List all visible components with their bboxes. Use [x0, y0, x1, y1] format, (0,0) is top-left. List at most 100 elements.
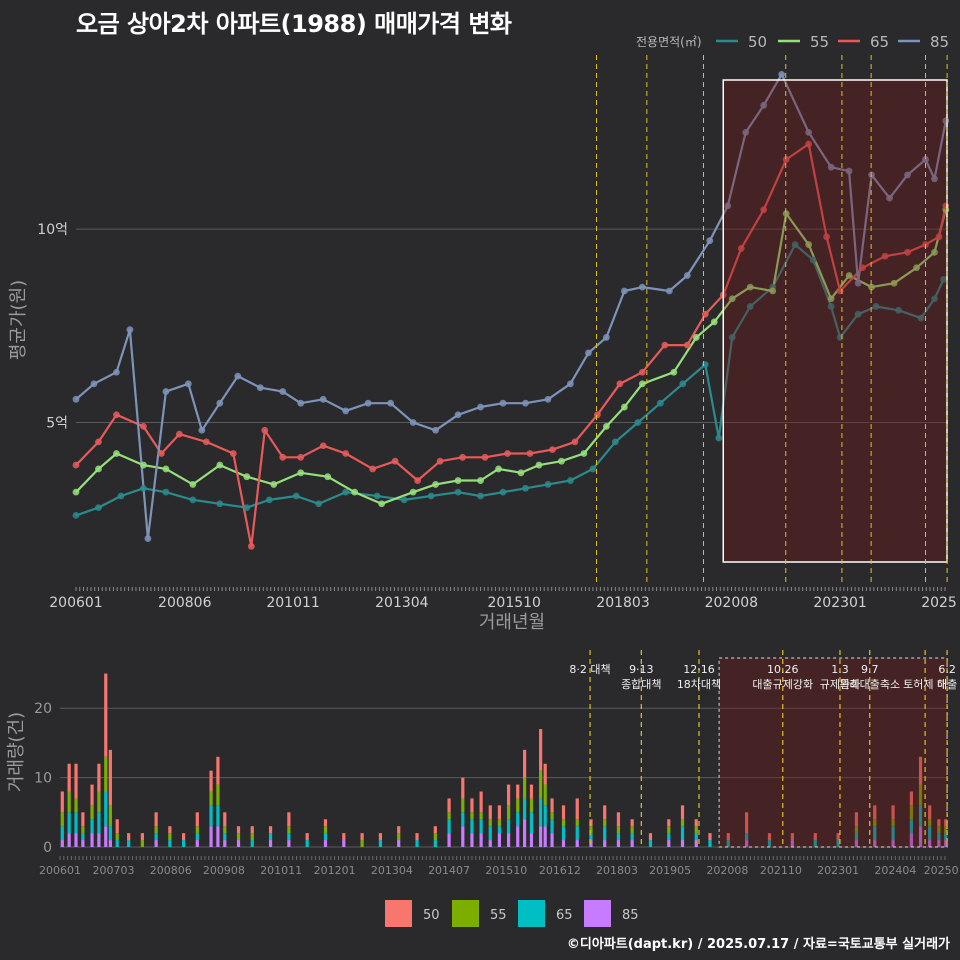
- volume-bar-65: [470, 819, 474, 834]
- series-point-50: [634, 419, 642, 426]
- volume-bar-85: [561, 840, 566, 847]
- volume-bar-65: [104, 791, 108, 827]
- policy-label: 1.3: [831, 663, 849, 676]
- volume-bar-55: [550, 812, 554, 820]
- bar-legend-key-85: [584, 900, 611, 927]
- series-point-55: [931, 248, 938, 256]
- series-point-85: [886, 194, 893, 202]
- bar-legend-label-50: 50: [423, 908, 440, 923]
- series-point-55: [710, 318, 718, 326]
- volume-bar-85: [744, 840, 749, 847]
- bar-legend-key-65: [518, 900, 545, 927]
- volume-bar-50: [181, 833, 186, 841]
- series-point-55: [638, 380, 646, 388]
- series-point-85: [90, 380, 98, 388]
- policy-label: 10.26: [767, 663, 799, 676]
- policy-label: 종합대책: [621, 678, 661, 691]
- volume-bar-50: [909, 791, 913, 806]
- volume-bar-85: [516, 826, 520, 847]
- series-point-65: [526, 450, 534, 457]
- series-point-55: [297, 469, 305, 477]
- volume-bar-65: [550, 819, 554, 834]
- series-point-65: [737, 245, 745, 252]
- volume-bar-50: [154, 812, 158, 827]
- series-line-55: [75, 209, 947, 505]
- volume-bar-55: [680, 819, 685, 827]
- series-point-65: [571, 438, 579, 446]
- price-y-tick-label: 10억: [37, 222, 68, 238]
- series-point-65: [594, 411, 601, 419]
- series-line-85: [75, 73, 947, 540]
- volume-bar-85: [81, 840, 85, 847]
- volume-bar-50: [461, 777, 465, 799]
- series-point-85: [620, 287, 628, 295]
- bar-legend-key-55: [452, 900, 479, 927]
- volume-bar-85: [108, 840, 112, 847]
- series-point-55: [189, 481, 197, 488]
- volume-y-tick-label: 0: [43, 840, 52, 856]
- series-point-85: [904, 171, 911, 179]
- series-point-85: [342, 407, 350, 415]
- volume-bar-85: [488, 840, 492, 847]
- volume-bar-50: [767, 833, 772, 841]
- policy-label: 9.7: [861, 663, 879, 676]
- volume-bar-65: [561, 826, 566, 841]
- series-point-50: [931, 295, 938, 303]
- volume-x-tick-label: 201304: [371, 864, 413, 877]
- credit-text: ©디아파트(dapt.kr) / 2025.07.17 / 자료=국토교통부 실…: [566, 937, 950, 952]
- volume-bar-85: [479, 833, 483, 847]
- volume-bar-55: [630, 826, 634, 834]
- volume-bar-55: [479, 812, 483, 820]
- series-point-65: [782, 156, 790, 163]
- volume-x-tick-label: 202404: [874, 864, 916, 877]
- volume-bar-55: [195, 826, 199, 834]
- volume-bar-85: [236, 840, 241, 847]
- series-point-85: [827, 163, 835, 171]
- series-point-55: [890, 279, 898, 287]
- volume-bar-50: [648, 833, 653, 841]
- series-point-55: [782, 210, 790, 218]
- series-point-55: [535, 461, 543, 469]
- volume-x-tick-label: 201803: [596, 864, 638, 877]
- volume-bar-50: [115, 819, 119, 834]
- volume-bar-65: [928, 826, 932, 841]
- legends: 전용면적(㎡) 50 55 65 85 50 55 65 85: [385, 33, 949, 927]
- volume-bar-65: [209, 805, 213, 827]
- volume-bar-85: [529, 833, 534, 847]
- axes: 5억 10억 200601 200806 201011 201304 201510 20180…: [6, 222, 959, 877]
- series-point-85: [297, 399, 305, 407]
- volume-bar-50: [708, 833, 712, 841]
- volume-bar-50: [488, 805, 492, 820]
- series-point-50: [567, 477, 574, 484]
- series-point-65: [414, 477, 422, 484]
- legend-title: 전용면적(㎡): [636, 35, 702, 49]
- volume-bar-50: [616, 812, 621, 827]
- policy-label: 9·13: [629, 663, 654, 676]
- volume-bar-50: [891, 805, 895, 820]
- volume-bar-50: [195, 812, 199, 827]
- volume-bar-50: [433, 826, 437, 834]
- volume-bar-65: [195, 833, 199, 841]
- volume-x-tick-label: 202301: [817, 864, 859, 877]
- volume-bar-65: [97, 812, 101, 834]
- volume-bar-65: [891, 826, 895, 841]
- volume-bar-50: [479, 791, 483, 813]
- series-point-85: [706, 237, 714, 245]
- series-point-85: [477, 403, 484, 411]
- volume-bar-50: [60, 791, 64, 813]
- volume-bar-55: [250, 833, 254, 841]
- series-point-65: [661, 341, 669, 349]
- volume-bar-65: [447, 819, 451, 834]
- volume-bar-55: [497, 819, 502, 827]
- volume-bar-85: [589, 840, 593, 847]
- legend-label-55: 55: [810, 33, 829, 51]
- volume-bar-65: [305, 840, 309, 847]
- volume-bar-55: [891, 819, 895, 827]
- series-point-85: [454, 411, 462, 419]
- series-point-55: [913, 264, 920, 272]
- series-point-55: [620, 403, 628, 411]
- volume-bar-65: [543, 805, 547, 827]
- volume-bar-50: [550, 798, 554, 813]
- series-point-55: [162, 465, 170, 473]
- price-highlight-box: [722, 79, 948, 563]
